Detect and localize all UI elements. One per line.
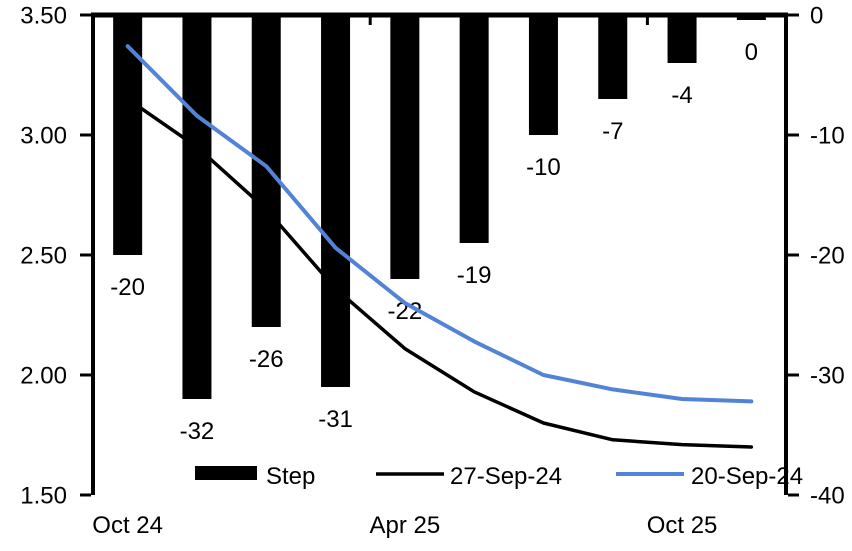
bar-data-label: -19	[457, 262, 492, 289]
step-bar	[182, 13, 212, 399]
bar-data-label: -4	[671, 82, 692, 109]
step-bar	[528, 13, 558, 135]
left-axis-tick-label: 1.50	[20, 483, 67, 510]
legend-step-label: Step	[266, 463, 315, 490]
left-axis-tick-label: 2.00	[20, 363, 67, 390]
left-axis-tick-label: 3.50	[20, 3, 67, 30]
bar-data-label: -31	[318, 406, 353, 433]
bar-data-label: -32	[180, 418, 215, 445]
bar-data-label: -20	[110, 274, 145, 301]
x-axis-label: Oct 25	[647, 512, 718, 539]
step-bar	[598, 13, 628, 99]
bar-data-label: -26	[249, 346, 284, 373]
step-bar	[113, 13, 143, 255]
legend-20-sep-24-label: 20-Sep-24	[691, 463, 803, 490]
step-bar	[736, 13, 766, 20]
right-axis-tick-label: -20	[810, 243, 845, 270]
step-bar	[321, 13, 351, 387]
x-axis-label: Oct 24	[92, 512, 163, 539]
right-axis-tick-label: -30	[810, 363, 845, 390]
line-series-20-sep-24	[125, 44, 754, 404]
step-bar	[459, 13, 489, 243]
step-bar	[667, 13, 697, 63]
step-bar	[390, 13, 420, 279]
legend-27-sep-24-label: 27-Sep-24	[450, 463, 562, 490]
right-axis-tick-label: -40	[810, 483, 845, 510]
step-bar	[251, 13, 281, 327]
bar-data-label: 0	[745, 39, 758, 66]
right-axis-tick-label: 0	[810, 3, 823, 30]
x-axis-label: Apr 25	[369, 512, 440, 539]
line-series-27-sep-24	[125, 97, 754, 449]
right-axis-tick-label: -10	[810, 123, 845, 150]
bar-data-label: -10	[526, 154, 561, 181]
legend-step-swatch	[195, 466, 257, 480]
left-axis-tick-label: 2.50	[20, 243, 67, 270]
left-axis-tick-label: 3.00	[20, 123, 67, 150]
bar-data-label: -7	[602, 118, 623, 145]
